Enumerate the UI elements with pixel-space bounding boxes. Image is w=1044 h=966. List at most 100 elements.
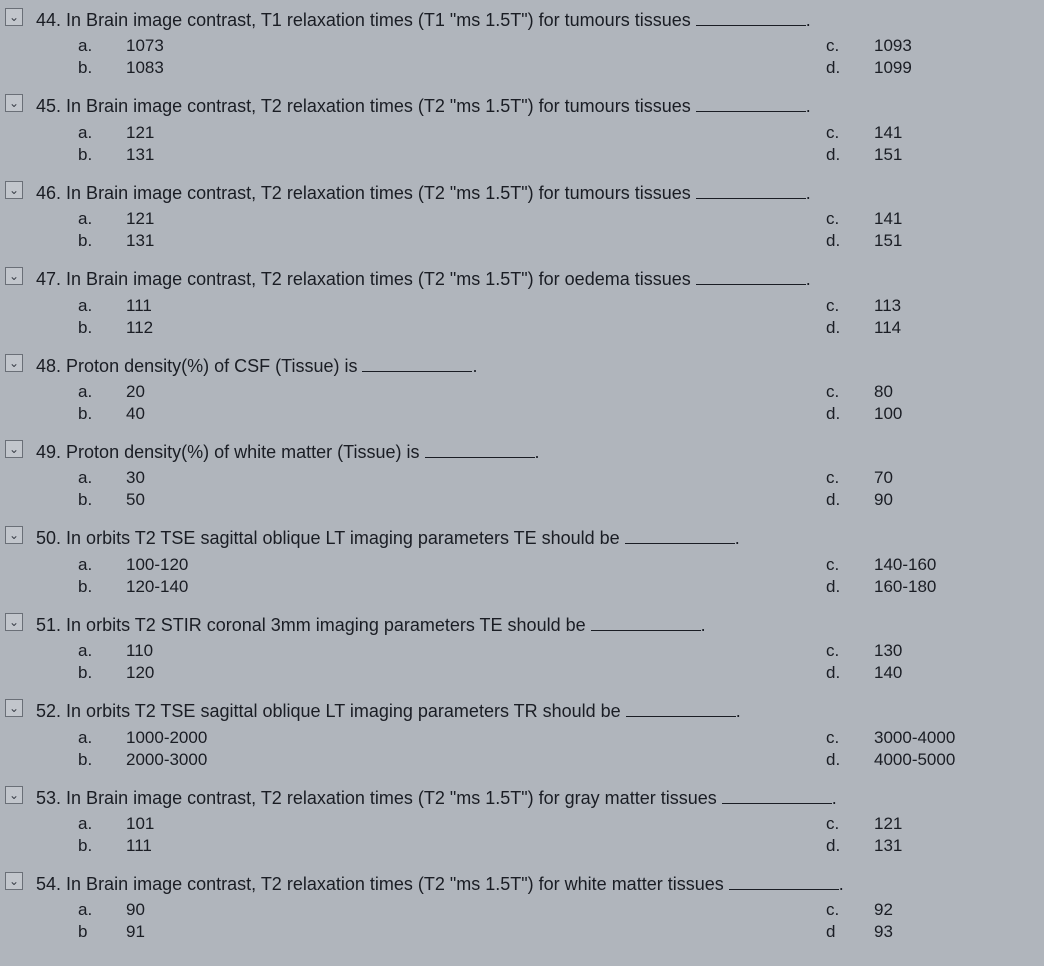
option-letter: d.	[824, 836, 874, 856]
option-value: 121	[126, 209, 824, 229]
option-d[interactable]: d. 114	[824, 318, 1044, 338]
question-number: 54.	[36, 874, 61, 894]
question-text: 53. In Brain image contrast, T2 relaxati…	[36, 786, 1044, 810]
option-a[interactable]: a. 30	[76, 468, 824, 488]
question-checkbox-wrap: ⌄	[5, 181, 23, 199]
option-value: 141	[874, 123, 1044, 143]
dropdown-checkbox[interactable]: ⌄	[5, 181, 23, 199]
option-value: 114	[874, 318, 1044, 338]
option-c[interactable]: c. 141	[824, 209, 1044, 229]
question-body: Proton density(%) of CSF (Tissue) is	[66, 356, 357, 376]
option-c[interactable]: c. 140-160	[824, 555, 1044, 575]
option-b[interactable]: b. 112	[76, 318, 824, 338]
options-row: a. 121 b. 131 c. 141 d. 151	[36, 123, 1044, 167]
question-number: 46.	[36, 183, 61, 203]
option-c[interactable]: c. 70	[824, 468, 1044, 488]
option-a[interactable]: a. 20	[76, 382, 824, 402]
question-period: .	[735, 528, 740, 548]
dropdown-checkbox[interactable]: ⌄	[5, 526, 23, 544]
option-value: 160-180	[874, 577, 1044, 597]
option-b[interactable]: b. 120-140	[76, 577, 824, 597]
option-b[interactable]: b. 1083	[76, 58, 824, 78]
option-b[interactable]: b. 111	[76, 836, 824, 856]
dropdown-checkbox[interactable]: ⌄	[5, 354, 23, 372]
option-a[interactable]: a. 101	[76, 814, 824, 834]
option-letter: d.	[824, 577, 874, 597]
option-letter: d.	[824, 145, 874, 165]
option-b[interactable]: b. 2000-3000	[76, 750, 824, 770]
question-body: In orbits T2 TSE sagittal oblique LT ima…	[66, 701, 621, 721]
option-a[interactable]: a. 121	[76, 209, 824, 229]
option-d[interactable]: d. 131	[824, 836, 1044, 856]
question-body: In Brain image contrast, T2 relaxation t…	[66, 874, 724, 894]
option-c[interactable]: c. 130	[824, 641, 1044, 661]
question-block: ⌄ 48. Proton density(%) of CSF (Tissue) …	[0, 346, 1044, 432]
question-checkbox-wrap: ⌄	[5, 786, 23, 804]
chevron-down-icon: ⌄	[9, 788, 19, 802]
options-right: c. 1093 d. 1099	[824, 36, 1044, 80]
option-letter: a.	[76, 814, 126, 834]
question-text: 47. In Brain image contrast, T2 relaxati…	[36, 267, 1044, 291]
option-letter: d	[824, 922, 874, 942]
option-value: 131	[126, 145, 824, 165]
option-b[interactable]: b. 120	[76, 663, 824, 683]
option-d[interactable]: d. 4000-5000	[824, 750, 1044, 770]
option-letter: c.	[824, 641, 874, 661]
option-a[interactable]: a. 1000-2000	[76, 728, 824, 748]
question-checkbox-wrap: ⌄	[5, 872, 23, 890]
option-value: 120-140	[126, 577, 824, 597]
option-d[interactable]: d. 1099	[824, 58, 1044, 78]
option-d[interactable]: d. 140	[824, 663, 1044, 683]
option-a[interactable]: a. 1073	[76, 36, 824, 56]
option-c[interactable]: c. 80	[824, 382, 1044, 402]
option-b[interactable]: b. 131	[76, 145, 824, 165]
dropdown-checkbox[interactable]: ⌄	[5, 613, 23, 631]
option-b[interactable]: b. 131	[76, 231, 824, 251]
dropdown-checkbox[interactable]: ⌄	[5, 8, 23, 26]
options-row: a. 90 b 91 c. 92 d 93	[36, 900, 1044, 944]
option-d[interactable]: d 93	[824, 922, 1044, 942]
option-letter: a.	[76, 36, 126, 56]
option-d[interactable]: d. 90	[824, 490, 1044, 510]
option-b[interactable]: b. 50	[76, 490, 824, 510]
options-row: a. 1000-2000 b. 2000-3000 c. 3000-4000 d…	[36, 728, 1044, 772]
option-c[interactable]: c. 113	[824, 296, 1044, 316]
option-c[interactable]: c. 92	[824, 900, 1044, 920]
option-a[interactable]: a. 90	[76, 900, 824, 920]
question-body: In Brain image contrast, T2 relaxation t…	[66, 96, 691, 116]
question-block: ⌄ 45. In Brain image contrast, T2 relaxa…	[0, 86, 1044, 172]
dropdown-checkbox[interactable]: ⌄	[5, 94, 23, 112]
option-value: 1093	[874, 36, 1044, 56]
option-a[interactable]: a. 121	[76, 123, 824, 143]
dropdown-checkbox[interactable]: ⌄	[5, 267, 23, 285]
dropdown-checkbox[interactable]: ⌄	[5, 440, 23, 458]
question-number: 48.	[36, 356, 61, 376]
option-b[interactable]: b 91	[76, 922, 824, 942]
dropdown-checkbox[interactable]: ⌄	[5, 872, 23, 890]
option-d[interactable]: d. 151	[824, 145, 1044, 165]
option-d[interactable]: d. 151	[824, 231, 1044, 251]
dropdown-checkbox[interactable]: ⌄	[5, 786, 23, 804]
option-c[interactable]: c. 121	[824, 814, 1044, 834]
option-a[interactable]: a. 110	[76, 641, 824, 661]
question-period: .	[806, 10, 811, 30]
option-value: 1099	[874, 58, 1044, 78]
chevron-down-icon: ⌄	[9, 874, 19, 888]
option-a[interactable]: a. 100-120	[76, 555, 824, 575]
question-block: ⌄ 49. Proton density(%) of white matter …	[0, 432, 1044, 518]
question-checkbox-wrap: ⌄	[5, 526, 23, 544]
option-d[interactable]: d. 160-180	[824, 577, 1044, 597]
dropdown-checkbox[interactable]: ⌄	[5, 699, 23, 717]
option-d[interactable]: d. 100	[824, 404, 1044, 424]
option-c[interactable]: c. 3000-4000	[824, 728, 1044, 748]
option-letter: c.	[824, 36, 874, 56]
question-text: 45. In Brain image contrast, T2 relaxati…	[36, 94, 1044, 118]
option-letter: d.	[824, 663, 874, 683]
option-c[interactable]: c. 1093	[824, 36, 1044, 56]
option-value: 4000-5000	[874, 750, 1044, 770]
question-body: In orbits T2 STIR coronal 3mm imaging pa…	[66, 615, 586, 635]
option-b[interactable]: b. 40	[76, 404, 824, 424]
option-c[interactable]: c. 141	[824, 123, 1044, 143]
options-row: a. 30 b. 50 c. 70 d. 90	[36, 468, 1044, 512]
option-a[interactable]: a. 111	[76, 296, 824, 316]
